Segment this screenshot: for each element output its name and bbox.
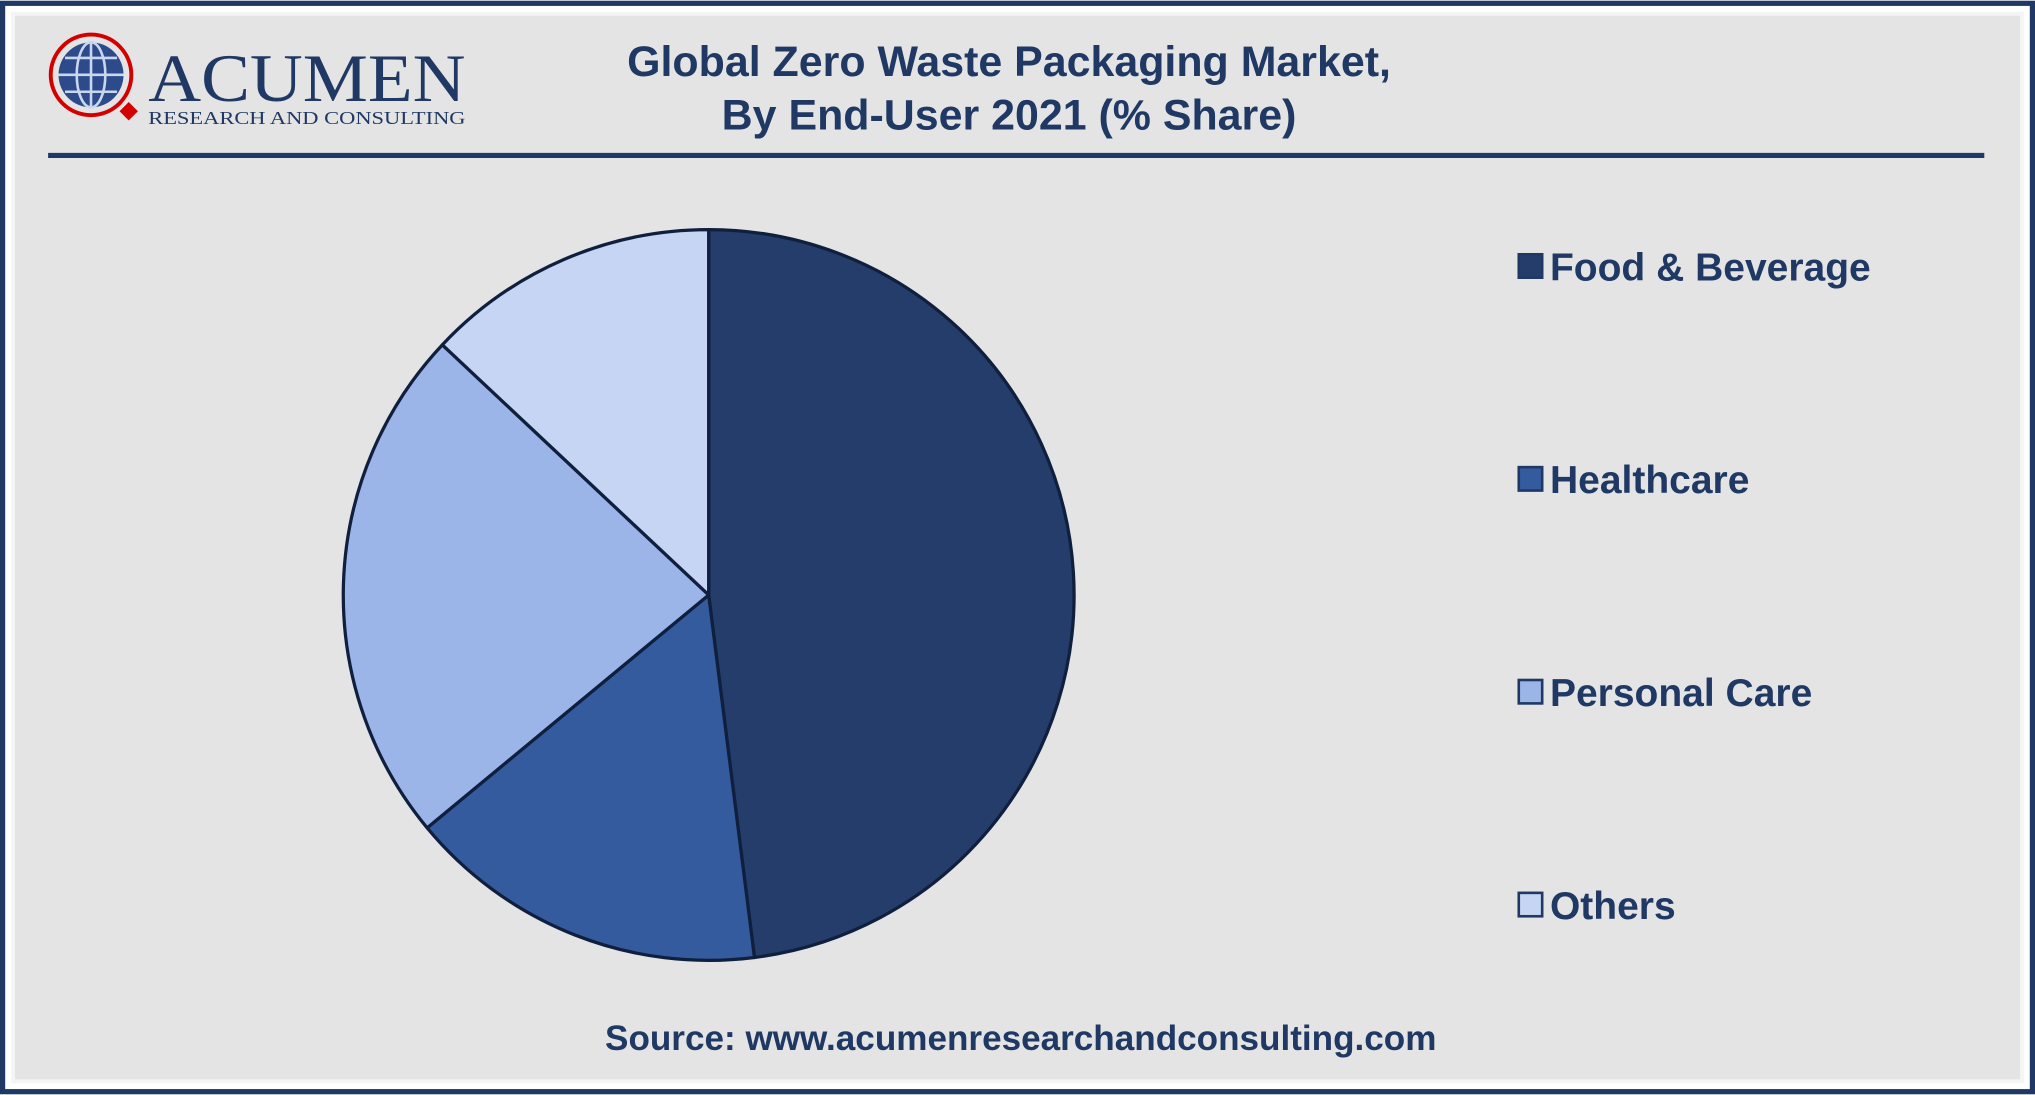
logo-diamond [119, 102, 138, 121]
pie-slice [707, 227, 1076, 960]
chart-title: By End-User 2021 (% Share) [722, 91, 1297, 139]
legend-label: Healthcare [1550, 459, 1749, 502]
pie-slice [341, 343, 711, 830]
logo: ACUMEN RESEARCH AND CONSULTING [48, 32, 466, 128]
logo-tagline: RESEARCH AND CONSULTING [148, 108, 465, 128]
chart-title: Global Zero Waste Packaging Market, [627, 38, 1391, 86]
legend-swatch [1517, 678, 1544, 705]
logo-ring [48, 32, 134, 118]
legend-swatch [1517, 252, 1544, 279]
legend-swatch [1517, 891, 1544, 918]
logo-grid [58, 42, 124, 108]
legend-label: Others [1550, 885, 1676, 928]
source: Source: www.acumenresearchandconsulting.… [605, 1019, 1436, 1058]
pie-slice [440, 227, 711, 597]
logo-meridian [75, 41, 107, 109]
legend-label: Personal Care [1550, 672, 1812, 715]
logo-name: ACUMEN [148, 41, 465, 116]
legend-label: Food & Beverage [1550, 246, 1871, 289]
legend-swatch [1517, 465, 1544, 492]
pie-slice [425, 593, 757, 962]
